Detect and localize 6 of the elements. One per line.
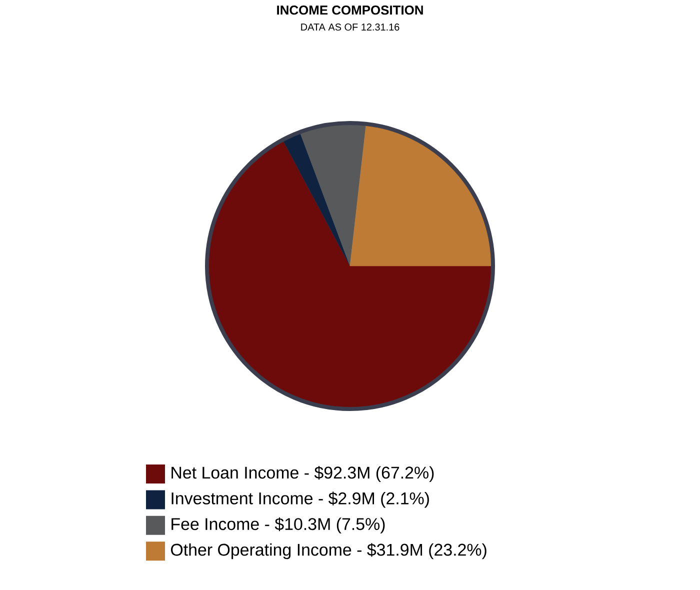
legend-label: Net Loan Income - $92.3M (67.2%) [172, 466, 434, 482]
legend-label: Fee Income - $10.3M (7.5%) [172, 517, 385, 534]
chart-subtitle: DATA AS OF 12.31.16 [301, 24, 400, 31]
legend-label: Investment Income - $2.9M (2.1%) [172, 492, 429, 508]
legend-label: Other Operating Income - $31.9M (23.2%) [171, 543, 486, 560]
chart-title: INCOME COMPOSITION [277, 6, 423, 15]
